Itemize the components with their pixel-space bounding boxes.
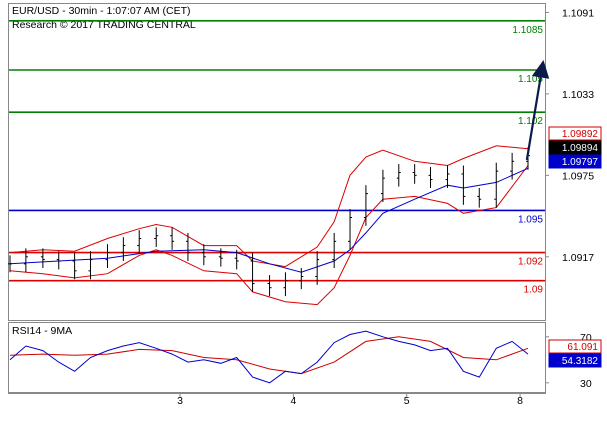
candlesticks — [8, 147, 530, 297]
bollinger-bands — [9, 145, 529, 306]
price-label-boxes: 1.09892 1.09894 1.09797 — [548, 126, 602, 169]
level-label: 1.092 — [518, 257, 543, 268]
time-axis-tick-label: 3 — [177, 395, 183, 407]
rsi-value-box — [548, 339, 602, 354]
price-label-text: 1.09797 — [562, 157, 599, 168]
time-axis: 3 4 5 8 — [177, 393, 523, 407]
rsi-ma-path — [9, 336, 529, 375]
price-label-box — [548, 140, 602, 155]
rsi-path — [9, 330, 529, 384]
price-panel-frame — [8, 3, 546, 321]
price-axis-tick-label: 1.0917 — [562, 252, 594, 264]
rsi-panel-title: RSI14 - 9MA — [12, 325, 72, 337]
projection-arrow-group — [525, 60, 550, 161]
time-axis-tick-label: 5 — [404, 395, 410, 407]
time-axis-tick-label: 4 — [290, 395, 296, 407]
chart-copyright: Research © 2017 TRADING CENTRAL — [12, 19, 196, 31]
level-label: 1.09 — [524, 285, 544, 296]
price-axis: 1.0917 1.0975 1.1033 1.1091 — [545, 7, 594, 264]
level-label: 1.105 — [518, 74, 543, 85]
rsi-axis-tick-label: 70 — [580, 332, 592, 344]
bollinger-upper-line — [9, 145, 529, 268]
price-label-text: 1.09892 — [562, 129, 599, 140]
price-axis-tick-label: 1.1033 — [562, 89, 594, 101]
price-axis-tick-label: 1.1091 — [562, 7, 594, 19]
price-label-text: 1.09894 — [562, 143, 599, 154]
rsi-lines — [9, 330, 529, 384]
bollinger-lower-line — [9, 165, 529, 306]
levels-layer: 1.1085 1.105 1.102 1.095 1.092 1.09 — [9, 20, 545, 296]
price-axis-tick-label: 1.0975 — [562, 170, 594, 182]
time-axis-tick-label: 8 — [517, 395, 523, 407]
rsi-axis-tick-label: 30 — [580, 378, 592, 390]
level-label: 1.1085 — [512, 25, 543, 36]
price-label-box — [548, 154, 602, 169]
chart-instrument-title: EUR/USD - 30min - 1:07:07 AM (CET) — [12, 5, 191, 17]
rsi-value-box — [548, 353, 602, 368]
projection-arrow — [525, 60, 550, 161]
level-label: 1.095 — [518, 214, 543, 225]
rsi-value-text: 54.3182 — [562, 356, 599, 367]
rsi-value-text: 61.091 — [567, 342, 598, 353]
price-label-box — [548, 126, 602, 141]
level-label: 1.102 — [518, 116, 543, 127]
rsi-panel-frame — [8, 322, 546, 393]
